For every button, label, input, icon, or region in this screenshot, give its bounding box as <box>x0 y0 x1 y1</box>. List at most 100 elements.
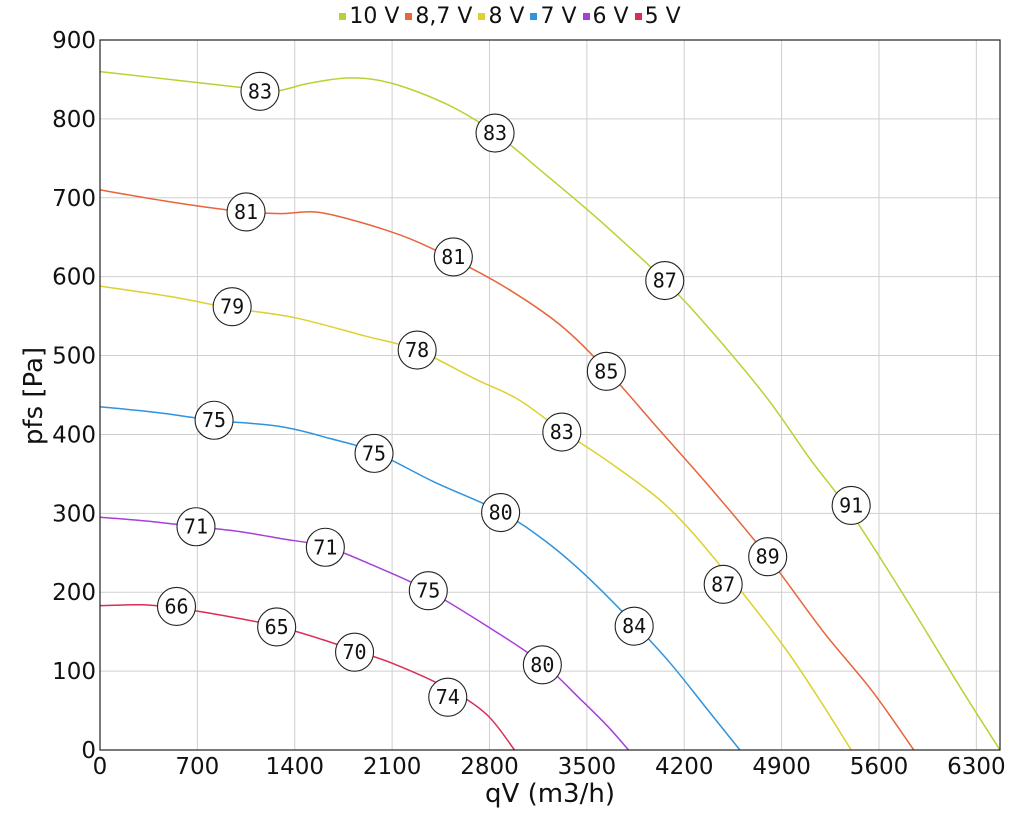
legend-label: 5 V <box>644 4 681 29</box>
y-tick-labels: 0 100 200 300 400 500 600 700 800 900 <box>52 28 96 764</box>
efficiency-badge <box>614 606 654 646</box>
efficiency-label: 75 <box>362 441 386 465</box>
efficiency-label: 87 <box>653 269 677 293</box>
efficiency-badge <box>475 113 515 153</box>
efficiency-label: 83 <box>550 420 574 444</box>
efficiency-label: 80 <box>530 653 554 677</box>
efficiency-label: 83 <box>248 79 272 103</box>
x-tick-label: 3500 <box>558 754 617 780</box>
efficiency-badge <box>335 632 375 672</box>
y-tick-label: 300 <box>52 501 96 527</box>
series-line <box>99 285 852 751</box>
series-4: 71 71 75 80 <box>99 507 630 751</box>
x-tick-label: 4900 <box>752 754 811 780</box>
efficiency-badge <box>408 571 448 611</box>
efficiency-badge <box>481 492 521 533</box>
efficiency-badge <box>433 237 473 277</box>
efficiency-label: 83 <box>483 121 507 145</box>
legend-label: 8 V <box>488 4 525 29</box>
y-tick-label: 800 <box>52 107 96 133</box>
efficiency-label: 84 <box>622 614 646 638</box>
efficiency-label: 85 <box>594 359 618 383</box>
efficiency-badge <box>703 564 743 604</box>
legend-item: 10 V <box>339 4 399 29</box>
efficiency-badge <box>176 507 216 547</box>
y-tick-label: 400 <box>52 422 96 448</box>
x-tick-label: 700 <box>175 754 219 780</box>
x-tick-label: 6300 <box>947 754 1006 780</box>
efficiency-label: 75 <box>202 408 226 432</box>
legend-item: 7 V <box>530 4 577 29</box>
series-3: 75 75 80 84 <box>99 400 741 751</box>
y-tick-label: 100 <box>52 659 96 685</box>
series-2: 79 78 83 87 <box>99 285 852 751</box>
efficiency-badge <box>156 586 197 626</box>
legend-item: 8,7 V <box>405 4 472 29</box>
efficiency-badge <box>194 400 234 440</box>
legend-item: 6 V <box>582 4 629 29</box>
legend-label: 10 V <box>349 4 400 29</box>
series-line <box>99 516 630 751</box>
series-line <box>99 189 915 751</box>
y-tick-label: 600 <box>52 265 96 291</box>
y-axis-label: pfs [Pa] <box>19 347 49 445</box>
efficiency-label: 80 <box>489 501 513 525</box>
legend-item: 8 V <box>478 4 524 29</box>
efficiency-badge <box>257 607 297 647</box>
efficiency-badge <box>226 192 266 232</box>
legend-swatch <box>530 13 538 20</box>
efficiency-label: 74 <box>436 685 460 709</box>
series-layer: 83 83 87 91 81 81 85 89 79 78 83 87 75 75 80 84 71 71 75 80… <box>99 70 1001 751</box>
y-tick-label: 500 <box>52 344 96 370</box>
efficiency-badge <box>522 645 562 685</box>
efficiency-label: 78 <box>405 338 429 362</box>
efficiency-label: 66 <box>164 594 188 618</box>
efficiency-badge <box>240 71 280 111</box>
legend-item: 5 V <box>634 4 681 29</box>
efficiency-label: 75 <box>416 579 440 603</box>
efficiency-badge <box>212 287 252 327</box>
efficiency-badge <box>305 527 345 567</box>
series-1: 81 81 85 89 <box>99 189 915 751</box>
y-tick-label: 200 <box>52 580 96 606</box>
efficiency-badge <box>397 330 437 370</box>
efficiency-badge <box>831 485 871 525</box>
efficiency-badge <box>354 433 394 473</box>
legend-swatch <box>634 13 642 20</box>
legend-swatch <box>405 13 413 20</box>
efficiency-label: 65 <box>265 615 289 639</box>
series-0: 83 83 87 91 <box>99 70 1001 751</box>
efficiency-badge <box>428 677 468 717</box>
chart-legend: 10 V 8,7 V 8 V 7 V 6 V 5 V <box>0 4 1020 29</box>
x-tick-label: 4200 <box>655 754 714 780</box>
legend-swatch <box>478 13 486 20</box>
x-tick-label: 0 <box>93 754 108 780</box>
y-tick-label: 0 <box>81 738 96 764</box>
x-axis-label: qV (m3/h) <box>485 779 615 809</box>
x-tick-label: 5600 <box>850 754 909 780</box>
efficiency-badge <box>586 351 626 391</box>
efficiency-badge <box>645 261 685 301</box>
efficiency-label: 71 <box>184 515 208 539</box>
efficiency-label: 79 <box>220 295 244 319</box>
x-tick-label: 2100 <box>363 754 422 780</box>
x-tick-label: 1400 <box>265 754 324 780</box>
efficiency-label: 71 <box>313 535 337 559</box>
efficiency-label: 89 <box>756 545 780 569</box>
efficiency-label: 70 <box>343 640 367 664</box>
y-tick-label: 900 <box>52 28 96 54</box>
legend-label: 6 V <box>592 4 629 29</box>
plot-frame <box>99 39 1001 751</box>
legend-label: 7 V <box>540 4 577 29</box>
efficiency-badge <box>542 412 582 452</box>
x-tick-labels: 0 700 1400 2100 2800 3500 4200 4900 5600 6300 <box>93 754 1006 780</box>
efficiency-label: 81 <box>441 245 465 269</box>
series-5: 66 65 70 74 <box>99 586 516 751</box>
series-line <box>99 603 516 751</box>
grid-lines <box>99 39 1000 751</box>
efficiency-label: 91 <box>839 493 863 517</box>
efficiency-badge <box>748 537 788 577</box>
x-tick-label: 2800 <box>460 754 519 780</box>
efficiency-label: 81 <box>234 200 258 224</box>
